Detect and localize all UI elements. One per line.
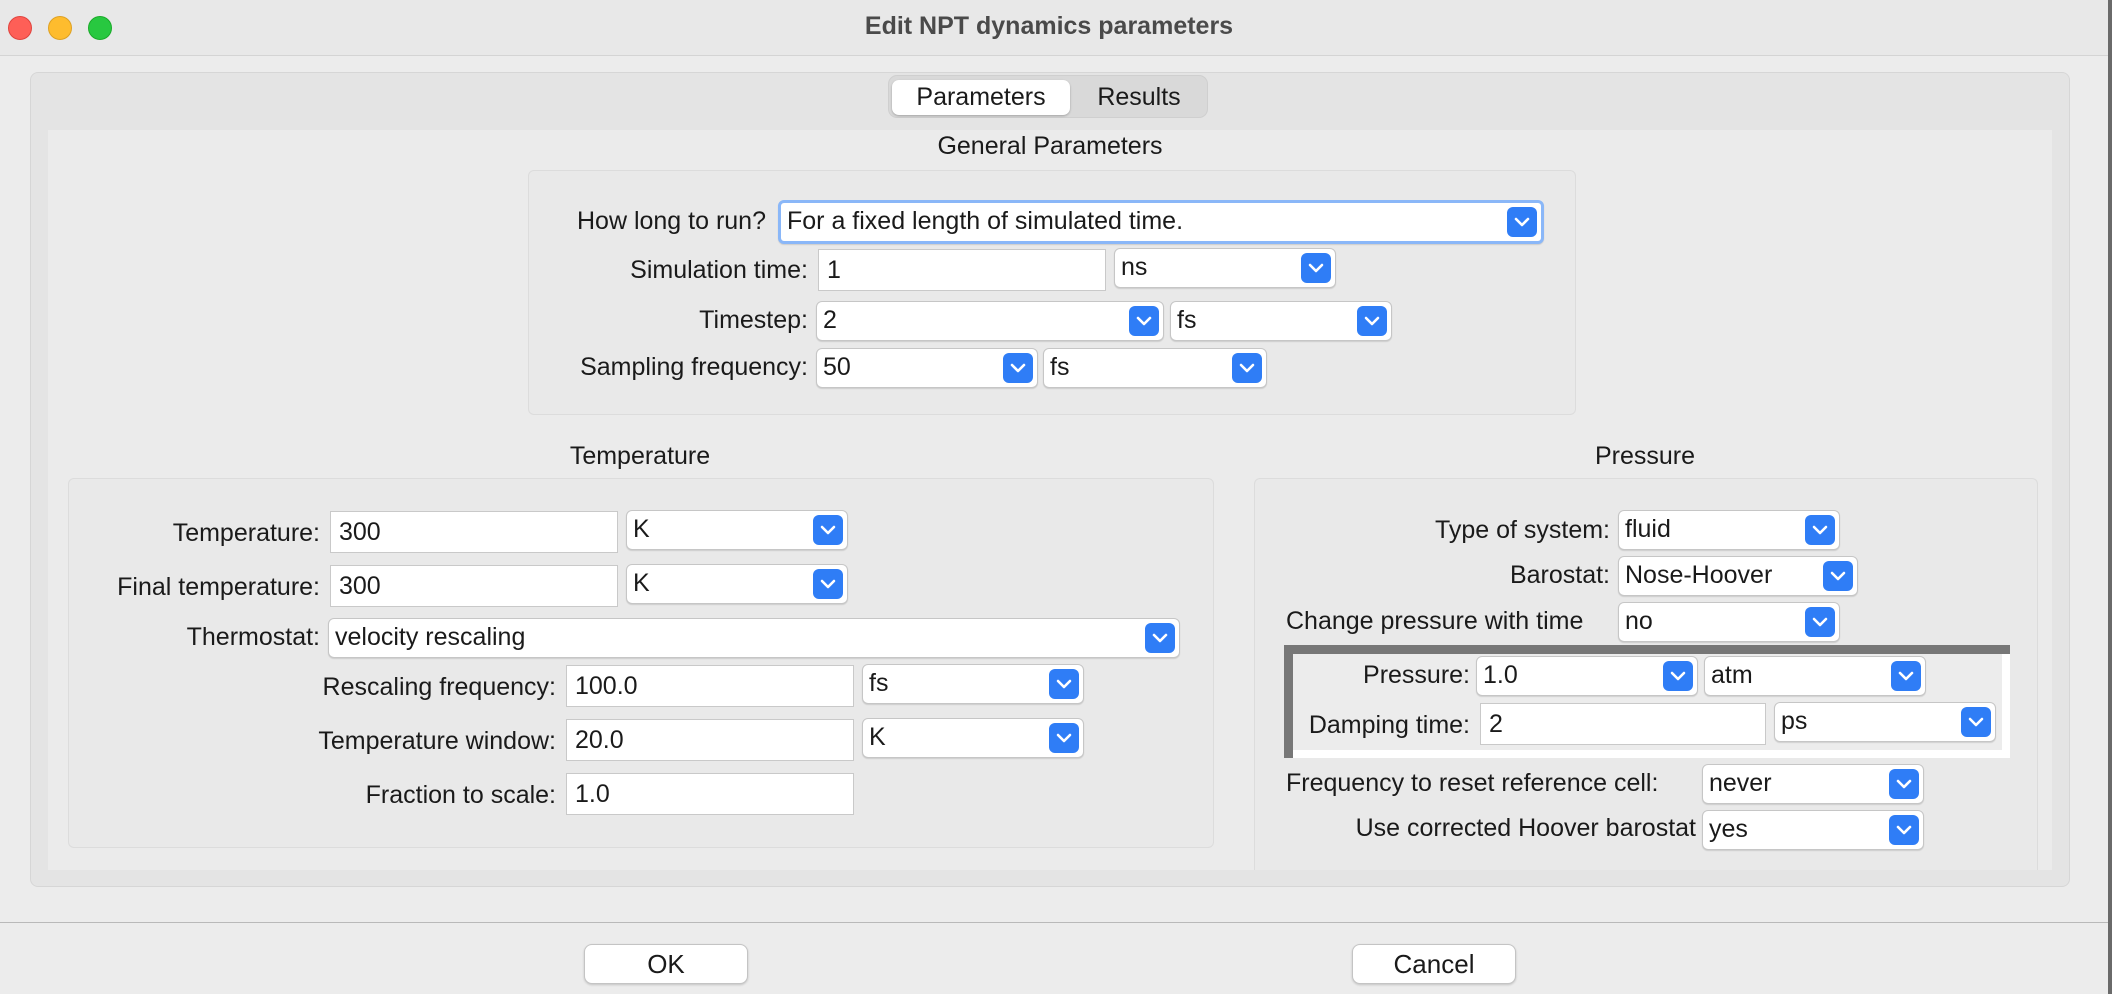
chevron-down-icon bbox=[1891, 661, 1921, 691]
tab-bar: Parameters Results bbox=[888, 75, 1208, 118]
barostat-label: Barostat: bbox=[1509, 561, 1610, 589]
chevron-down-icon bbox=[813, 569, 843, 599]
final-temperature-label: Final temperature: bbox=[117, 573, 320, 601]
sampling-frequency-label: Sampling frequency: bbox=[580, 353, 808, 381]
pressure-title: Pressure bbox=[1594, 442, 1696, 470]
chevron-down-icon bbox=[1357, 306, 1387, 336]
ok-button[interactable]: OK bbox=[584, 944, 748, 984]
temperature-unit-value: K bbox=[633, 515, 650, 543]
general-parameters-title: General Parameters bbox=[937, 132, 1163, 160]
temperature-window-label: Temperature window: bbox=[318, 727, 556, 755]
window-title: Edit NPT dynamics parameters bbox=[864, 12, 1234, 40]
temperature-unit-select[interactable]: K bbox=[626, 510, 848, 550]
barostat-select[interactable]: Nose-Hoover bbox=[1618, 556, 1858, 596]
zoom-window-button[interactable] bbox=[88, 16, 112, 40]
pressure-box-edge bbox=[1293, 750, 2010, 758]
temperature-window-unit-select[interactable]: K bbox=[862, 718, 1084, 758]
window-edge bbox=[2108, 0, 2112, 994]
pressure-select[interactable]: 1.0 bbox=[1476, 656, 1698, 696]
fraction-to-scale-input[interactable] bbox=[566, 773, 854, 815]
chevron-down-icon bbox=[1145, 623, 1175, 653]
temperature-input[interactable] bbox=[330, 511, 618, 553]
sampling-frequency-unit-value: fs bbox=[1050, 353, 1070, 381]
chevron-down-icon bbox=[1049, 723, 1079, 753]
type-of-system-select[interactable]: fluid bbox=[1618, 510, 1840, 550]
pressure-value: 1.0 bbox=[1483, 661, 1518, 689]
minimize-window-button[interactable] bbox=[48, 16, 72, 40]
pressure-label: Pressure: bbox=[1363, 661, 1470, 689]
rescaling-frequency-label: Rescaling frequency: bbox=[322, 673, 556, 701]
tab-results[interactable]: Results bbox=[1097, 83, 1181, 111]
simulation-time-unit-select[interactable]: ns bbox=[1114, 248, 1336, 288]
chevron-down-icon bbox=[1301, 253, 1331, 283]
chevron-down-icon bbox=[1663, 661, 1693, 691]
how-long-select[interactable]: For a fixed length of simulated time. bbox=[778, 200, 1544, 244]
temperature-title: Temperature bbox=[569, 442, 711, 470]
title-bar: Edit NPT dynamics parameters bbox=[0, 0, 2108, 56]
damping-time-label: Damping time: bbox=[1308, 711, 1470, 739]
final-temperature-input[interactable] bbox=[330, 565, 618, 607]
close-window-button[interactable] bbox=[8, 16, 32, 40]
chevron-down-icon bbox=[1232, 353, 1262, 383]
sampling-frequency-value: 50 bbox=[823, 353, 851, 381]
chevron-down-icon bbox=[1889, 769, 1919, 799]
sampling-frequency-unit-select[interactable]: fs bbox=[1043, 348, 1267, 388]
thermostat-select[interactable]: velocity rescaling bbox=[328, 618, 1180, 658]
change-pressure-value: no bbox=[1625, 607, 1653, 635]
change-pressure-label: Change pressure with time bbox=[1286, 607, 1584, 635]
chevron-down-icon bbox=[1049, 669, 1079, 699]
final-temperature-unit-value: K bbox=[633, 569, 650, 597]
barostat-value: Nose-Hoover bbox=[1625, 561, 1773, 589]
temperature-window-input[interactable] bbox=[566, 719, 854, 761]
reset-reference-cell-value: never bbox=[1709, 769, 1772, 797]
chevron-down-icon bbox=[1507, 207, 1537, 237]
timestep-unit-value: fs bbox=[1177, 306, 1197, 334]
rescaling-frequency-input[interactable] bbox=[566, 665, 854, 707]
simulation-time-input[interactable] bbox=[818, 249, 1106, 291]
simulation-time-label: Simulation time: bbox=[630, 256, 808, 284]
dialog-separator bbox=[0, 922, 2108, 923]
pressure-box-edge bbox=[2002, 654, 2010, 758]
type-of-system-label: Type of system: bbox=[1434, 516, 1610, 544]
reset-reference-cell-label: Frequency to reset reference cell: bbox=[1286, 769, 1659, 797]
chevron-down-icon bbox=[1823, 561, 1853, 591]
chevron-down-icon bbox=[1961, 707, 1991, 737]
chevron-down-icon bbox=[813, 515, 843, 545]
damping-time-input[interactable] bbox=[1480, 703, 1766, 745]
tab-parameters[interactable]: Parameters bbox=[892, 80, 1070, 115]
thermostat-label: Thermostat: bbox=[186, 623, 320, 651]
how-long-value: For a fixed length of simulated time. bbox=[787, 207, 1184, 235]
chevron-down-icon bbox=[1003, 353, 1033, 383]
rescaling-frequency-unit-value: fs bbox=[869, 669, 889, 697]
chevron-down-icon bbox=[1805, 607, 1835, 637]
pressure-unit-value: atm bbox=[1711, 661, 1753, 689]
chevron-down-icon bbox=[1129, 306, 1159, 336]
chevron-down-icon bbox=[1889, 815, 1919, 845]
sampling-frequency-select[interactable]: 50 bbox=[816, 348, 1038, 388]
temperature-label: Temperature: bbox=[172, 519, 320, 547]
cancel-button[interactable]: Cancel bbox=[1352, 944, 1516, 984]
reset-reference-cell-select[interactable]: never bbox=[1702, 764, 1924, 804]
timestep-unit-select[interactable]: fs bbox=[1170, 301, 1392, 341]
timestep-select[interactable]: 2 bbox=[816, 301, 1164, 341]
fraction-to-scale-label: Fraction to scale: bbox=[365, 781, 556, 809]
how-long-label: How long to run? bbox=[576, 207, 766, 235]
corrected-hoover-label: Use corrected Hoover barostat bbox=[1355, 814, 1696, 842]
chevron-down-icon bbox=[1805, 515, 1835, 545]
change-pressure-select[interactable]: no bbox=[1618, 602, 1840, 642]
corrected-hoover-select[interactable]: yes bbox=[1702, 810, 1924, 850]
thermostat-value: velocity rescaling bbox=[335, 623, 526, 651]
rescaling-frequency-unit-select[interactable]: fs bbox=[862, 664, 1084, 704]
damping-time-unit-value: ps bbox=[1781, 707, 1808, 735]
timestep-value: 2 bbox=[823, 306, 837, 334]
corrected-hoover-value: yes bbox=[1709, 815, 1748, 843]
damping-time-unit-select[interactable]: ps bbox=[1774, 702, 1996, 742]
simulation-time-unit-value: ns bbox=[1121, 253, 1148, 281]
temperature-window-unit-value: K bbox=[869, 723, 886, 751]
pressure-unit-select[interactable]: atm bbox=[1704, 656, 1926, 696]
timestep-label: Timestep: bbox=[699, 306, 808, 334]
final-temperature-unit-select[interactable]: K bbox=[626, 564, 848, 604]
type-of-system-value: fluid bbox=[1625, 515, 1671, 543]
